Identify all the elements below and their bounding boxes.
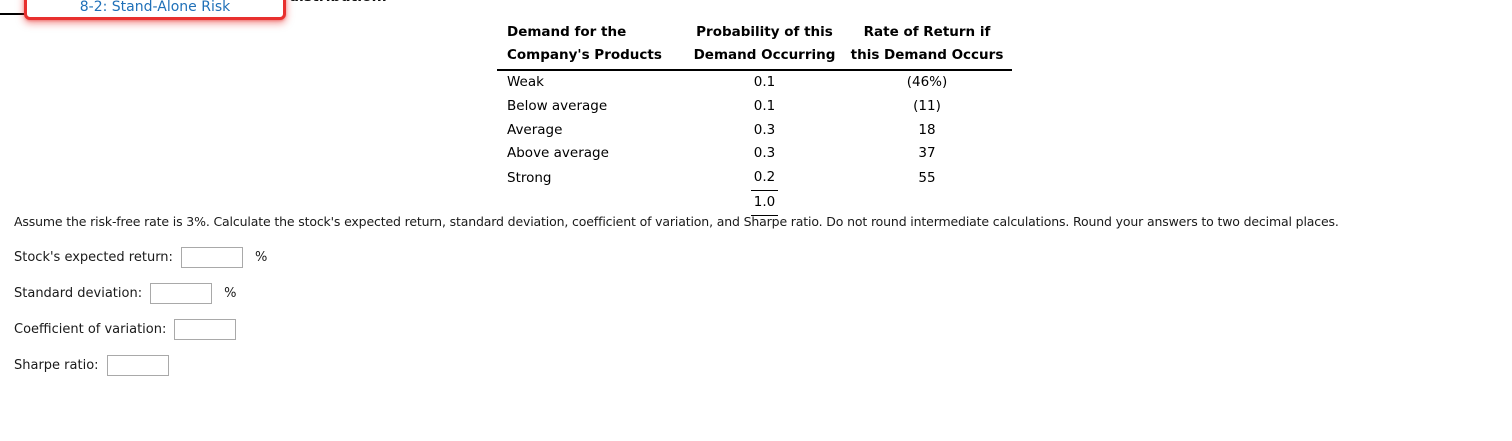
cell-rate: 37 (918, 145, 936, 162)
cell-demand: Average (507, 121, 563, 138)
table-row: Above average 0.3 37 (497, 142, 1012, 166)
cell-probability-total: 1.0 (687, 191, 842, 216)
cell-demand: Above average (507, 145, 609, 162)
answer-row-sharpe-ratio: Sharpe ratio: (14, 354, 181, 376)
table-row: Strong 0.2 55 (497, 166, 1012, 191)
header-demand: Demand for the Company's Products (497, 21, 687, 71)
answer-row-standard-deviation: Standard deviation: % (14, 282, 236, 304)
header-demand-line2: Company's Products (507, 47, 662, 63)
tab-label: 8-2: Stand-Alone Risk (79, 0, 231, 15)
cell-rate (842, 191, 1012, 216)
answer-row-coefficient-of-variation: Coefficient of variation: (14, 318, 248, 340)
expected-return-input[interactable] (180, 246, 243, 268)
header-rate-line2: this Demand Occurs (850, 47, 1004, 63)
cell-rate: (46%) (906, 74, 948, 90)
cell-demand: Strong (507, 169, 552, 186)
cell-rate: 18 (918, 121, 936, 138)
cell-probability: 0.1 (753, 74, 776, 90)
cell-rate: 55 (918, 169, 936, 186)
cell-rate: (11) (913, 97, 941, 114)
header-probability-line1: Probability of this (696, 24, 833, 40)
tab-strip-divider (0, 13, 25, 15)
percent-sign: % (254, 249, 268, 265)
percent-sign: % (224, 285, 237, 301)
coefficient-of-variation-input[interactable] (174, 318, 237, 340)
header-rate: Rate of Return if this Demand Occurs (842, 21, 1012, 71)
table-total-row: 1.0 (497, 191, 1012, 216)
header-rate-line1: Rate of Return if (863, 24, 991, 40)
probability-distribution-table: Demand for the Company's Products Probab… (497, 21, 1012, 216)
cell-demand (497, 191, 687, 216)
answer-row-expected-return: Stock's expected return: % (14, 246, 267, 268)
underlined-total: 1.0 (750, 191, 779, 216)
coefficient-of-variation-label: Coefficient of variation: (14, 321, 167, 337)
question-text: Assume the risk-free rate is 3%. Calcula… (14, 214, 1339, 229)
standard-deviation-label: Standard deviation: (14, 285, 143, 301)
sharpe-ratio-label: Sharpe ratio: (14, 357, 99, 373)
cell-probability: 0.3 (753, 121, 776, 138)
table-row: Below average 0.1 (11) (497, 95, 1012, 119)
cell-demand: Weak (507, 74, 544, 90)
expected-return-label: Stock's expected return: (14, 249, 173, 265)
standard-deviation-input[interactable] (150, 282, 213, 304)
table-row: Average 0.3 18 (497, 119, 1012, 143)
underlined-value: 0.2 (750, 166, 779, 191)
header-probability-line2: Demand Occurring (693, 47, 836, 63)
sharpe-ratio-input[interactable] (106, 354, 169, 376)
tab-stand-alone-risk[interactable]: 8-2: Stand-Alone Risk (24, 0, 286, 20)
cell-probability: 0.1 (753, 97, 776, 114)
header-probability: Probability of this Demand Occurring (687, 21, 842, 71)
cell-demand: Below average (507, 97, 608, 114)
table-row: Weak 0.1 (46%) (497, 70, 1012, 95)
header-demand-line1: Demand for the (507, 24, 627, 40)
table-header-row: Demand for the Company's Products Probab… (497, 21, 1012, 71)
clipped-sentence-fragment: distribution. (289, 0, 387, 5)
cell-probability: 0.2 (687, 166, 842, 191)
cell-probability: 0.3 (753, 145, 776, 162)
